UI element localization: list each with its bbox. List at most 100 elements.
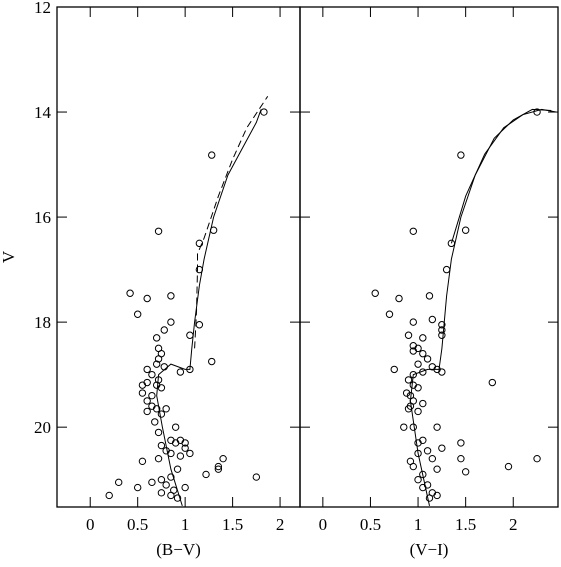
star-point <box>488 378 497 387</box>
star-point <box>457 454 465 463</box>
star-point <box>154 376 163 384</box>
star-point <box>148 370 156 379</box>
y-axis-label: V <box>0 250 18 263</box>
x-axis-label: (B−V) <box>156 540 201 559</box>
star-point <box>457 439 465 447</box>
y-tick-label: 18 <box>34 313 51 332</box>
star-point <box>400 423 408 431</box>
star-point <box>428 315 437 324</box>
star-point <box>209 226 218 234</box>
star-point <box>143 407 151 416</box>
y-tick-label: 20 <box>34 418 51 437</box>
star-point <box>409 370 417 379</box>
star-point <box>186 449 194 458</box>
star-point <box>433 423 441 431</box>
star-point <box>148 391 156 400</box>
star-point <box>186 365 194 374</box>
star-point <box>138 457 147 466</box>
star-point <box>114 478 123 487</box>
star-point <box>438 444 446 452</box>
star-point <box>105 491 113 500</box>
star-point <box>143 397 151 405</box>
star-point <box>214 462 223 471</box>
star-point <box>385 310 394 318</box>
star-point <box>154 355 163 363</box>
isochrone-line <box>409 108 552 507</box>
x-tick-label: 1 <box>181 515 190 534</box>
y-tick-label: 16 <box>34 208 51 227</box>
star-point <box>419 470 427 479</box>
star-point <box>143 294 151 303</box>
star-point <box>195 239 204 248</box>
y-tick-label: 14 <box>34 103 52 122</box>
star-point <box>208 357 216 366</box>
star-point <box>138 389 147 397</box>
x-tick-label: 1 <box>414 515 423 534</box>
star-point <box>171 423 180 431</box>
star-point <box>423 355 432 363</box>
star-point <box>252 473 261 481</box>
star-point <box>419 399 427 408</box>
star-point <box>438 326 446 334</box>
star-point <box>195 265 204 274</box>
isochrone-line <box>194 96 269 349</box>
x-tick-label: 1.5 <box>222 515 243 534</box>
star-point <box>260 108 268 116</box>
star-point <box>154 454 163 463</box>
x-tick-label: 2 <box>509 515 518 534</box>
star-point <box>395 294 403 303</box>
star-point <box>186 331 194 339</box>
star-point <box>157 489 166 497</box>
star-point <box>219 454 227 463</box>
star-point <box>143 365 151 374</box>
star-point <box>409 318 417 326</box>
star-point <box>409 423 417 431</box>
star-point <box>402 389 411 397</box>
x-tick-label: 0 <box>86 515 95 534</box>
star-point <box>157 384 166 392</box>
star-point <box>404 376 413 384</box>
star-point <box>173 465 182 473</box>
star-point <box>138 381 147 389</box>
star-point <box>504 462 513 471</box>
star-point <box>152 405 161 413</box>
star-point <box>126 289 134 297</box>
star-point <box>414 344 422 353</box>
star-point <box>438 321 446 329</box>
star-point <box>181 439 189 447</box>
plot-frame <box>56 6 301 508</box>
star-point <box>133 310 142 318</box>
star-point <box>133 483 142 492</box>
star-point <box>202 470 210 479</box>
x-tick-label: 2 <box>276 515 285 534</box>
star-point <box>425 292 434 300</box>
y-tick-label: 12 <box>34 0 51 17</box>
star-point <box>409 462 417 471</box>
star-point <box>167 491 175 500</box>
star-point <box>414 449 422 458</box>
star-point <box>181 444 189 452</box>
star-point <box>151 418 159 426</box>
star-point <box>148 478 156 487</box>
star-point <box>419 483 427 492</box>
x-tick-label: 1.5 <box>455 515 476 534</box>
x-tick-label: 0 <box>319 515 328 534</box>
star-point <box>167 318 175 326</box>
star-point <box>438 331 446 339</box>
plot-frame <box>299 6 559 508</box>
star-point <box>433 491 441 500</box>
star-point <box>533 454 541 463</box>
star-point <box>438 368 446 376</box>
star-point <box>414 407 422 416</box>
star-point <box>157 475 166 484</box>
star-point <box>157 441 166 450</box>
star-point <box>419 349 427 358</box>
star-point <box>167 292 175 300</box>
star-point <box>404 405 413 413</box>
star-point <box>404 331 413 339</box>
star-point <box>214 465 223 473</box>
star-point <box>157 410 166 418</box>
star-point <box>423 447 432 455</box>
star-point <box>195 321 204 329</box>
